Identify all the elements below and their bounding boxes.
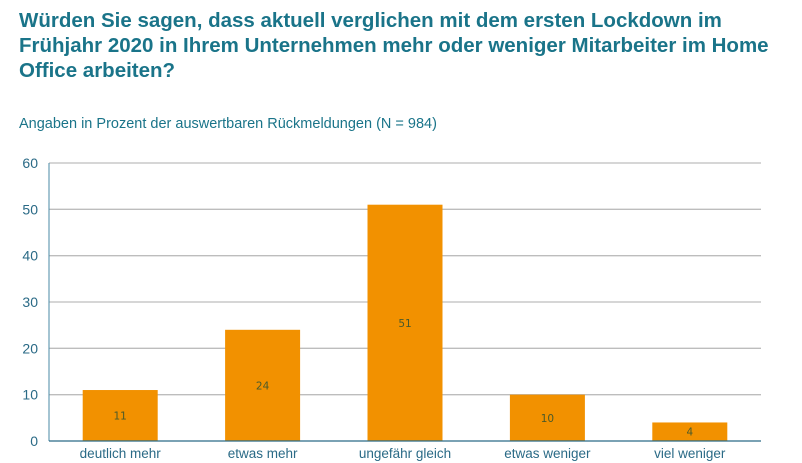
bar (367, 204, 443, 441)
x-tick-label: viel weniger (654, 446, 726, 461)
bar (652, 422, 728, 441)
bar (509, 394, 585, 441)
x-tick-label: etwas weniger (504, 446, 591, 461)
chart-subtitle: Angaben in Prozent der auswertbaren Rück… (19, 116, 437, 132)
data-label: 11 (114, 411, 127, 423)
y-tick-label: 50 (22, 201, 38, 217)
y-tick-label: 30 (22, 294, 38, 310)
y-tick-label: 40 (22, 248, 38, 264)
data-label: 51 (398, 318, 411, 330)
chart-title: Würden Sie sagen, dass aktuell vergliche… (19, 9, 769, 82)
x-tick-label: ungefähr gleich (359, 446, 451, 461)
data-label: 10 (541, 413, 554, 425)
bar (82, 390, 158, 441)
y-tick-label: 0 (30, 433, 38, 449)
y-tick-label: 60 (22, 155, 38, 171)
data-label: 4 (686, 427, 693, 439)
y-tick-label: 20 (22, 340, 38, 356)
x-tick-label: deutlich mehr (80, 446, 162, 461)
data-label: 24 (256, 380, 270, 392)
y-tick-label: 10 (22, 387, 38, 403)
x-tick-label: etwas mehr (228, 446, 298, 461)
bar (225, 329, 301, 441)
